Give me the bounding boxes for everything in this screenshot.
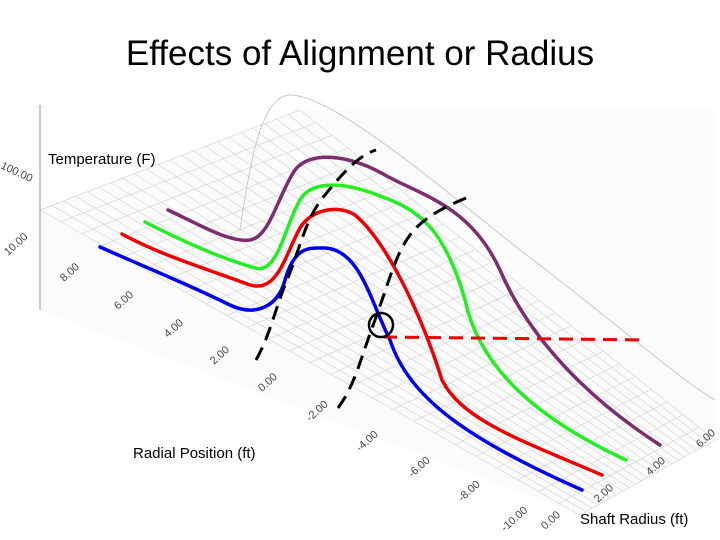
radial-tick-label: 10.00 (2, 231, 30, 258)
grid-line (146, 168, 636, 485)
series-curve-2 (120, 207, 604, 477)
grid-line (63, 200, 593, 509)
radial-tick-label: -8.00 (456, 479, 483, 505)
grid-line (193, 150, 660, 471)
grid-line (75, 196, 599, 506)
grid-line (51, 205, 587, 512)
grid-line (299, 109, 716, 441)
radial-tick-label: -6.00 (406, 455, 433, 481)
grid-line (157, 164, 642, 482)
series-curve-4 (166, 155, 662, 447)
grid-line (110, 182, 618, 495)
z-tick-label: 100.00 (0, 160, 34, 185)
dashed-boundary-outer (336, 196, 467, 409)
grid-line (228, 136, 679, 461)
grid-line (252, 127, 691, 454)
radial-axis-label: Radial Position (ft) (133, 445, 256, 462)
temperature-curves (98, 155, 662, 492)
grid-line (205, 146, 667, 468)
grid-line (276, 118, 703, 448)
surface-ridge (239, 94, 716, 401)
series-curve-3 (143, 183, 628, 462)
grid-line (217, 141, 673, 465)
shaft-radius-tick-label: 0.00 (539, 509, 563, 532)
grid-line (287, 114, 710, 444)
grid-line (98, 186, 611, 499)
intersection-circle-marker (367, 311, 395, 339)
chart-title: Effects of Alignment or Radius (125, 34, 595, 73)
grid-line (87, 191, 605, 502)
annotations (254, 148, 647, 409)
grid-line (264, 123, 697, 451)
series-curve-1 (98, 245, 584, 492)
grid-line (169, 159, 648, 478)
z-axis-label: Temperature (F) (48, 151, 156, 168)
radial-tick-label: -10.00 (499, 504, 530, 534)
shaft-radius-axis-label: Shaft Radius (ft) (580, 511, 689, 528)
grid-line (134, 173, 630, 489)
